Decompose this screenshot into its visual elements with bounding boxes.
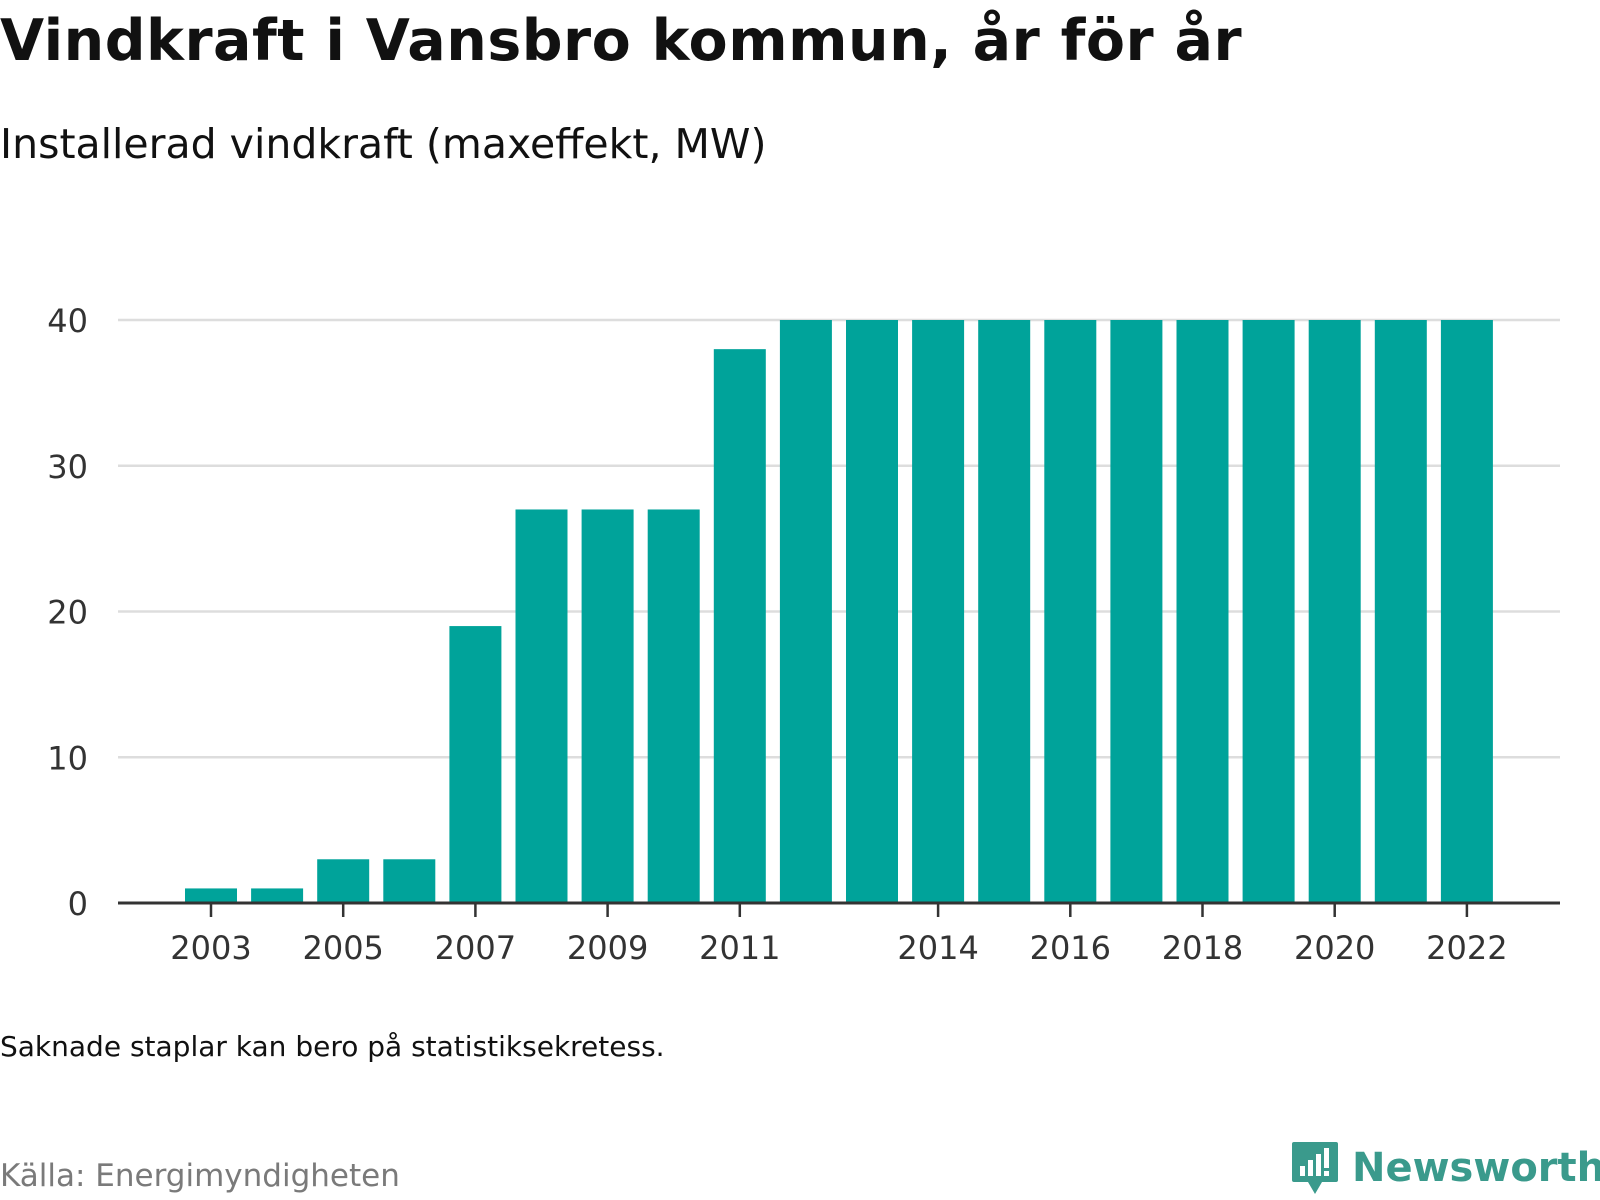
brand-logo[interactable]: Newsworthy (1290, 1140, 1600, 1196)
y-tick-label: 10 (47, 739, 88, 777)
bar (1374, 320, 1427, 903)
x-tick-label: 2003 (170, 929, 251, 967)
bar (1440, 320, 1493, 903)
y-axis-labels: 0 10 20 30 40 (47, 302, 88, 923)
x-tick-label: 2005 (302, 929, 383, 967)
bar (1110, 320, 1163, 903)
bars (185, 320, 1493, 903)
bar (515, 509, 568, 903)
chart-subtitle: Installerad vindkraft (maxeffekt, MW) (0, 120, 767, 168)
bar (912, 320, 965, 903)
y-tick-label: 20 (47, 594, 88, 632)
bar (1308, 320, 1361, 903)
bar (713, 349, 766, 903)
x-tick-label: 2009 (567, 929, 648, 967)
bar (978, 320, 1031, 903)
bar (449, 626, 502, 903)
bar (779, 320, 832, 903)
x-axis-labels: 2003 2005 2007 2009 2011 2014 2016 2018 2020 2022 (170, 929, 1507, 967)
bar (1044, 320, 1097, 903)
bar (1242, 320, 1295, 903)
footnote: Saknade staplar kan bero på statistiksek… (0, 1030, 665, 1063)
x-tick-label: 2007 (435, 929, 516, 967)
bar (846, 320, 898, 903)
x-axis (118, 901, 1560, 917)
bar (251, 888, 304, 903)
bar (317, 859, 370, 903)
y-tick-label: 30 (47, 448, 88, 486)
bar (383, 859, 436, 903)
x-tick-label: 2018 (1162, 929, 1243, 967)
x-tick-label: 2022 (1426, 929, 1507, 967)
x-tick-label: 2014 (897, 929, 978, 967)
x-tick-label: 2020 (1294, 929, 1375, 967)
bar (647, 509, 700, 903)
x-tick-label: 2011 (699, 929, 780, 967)
source-label: Källa: Energimyndigheten (0, 1158, 400, 1194)
chart-title: Vindkraft i Vansbro kommun, år för år (0, 8, 1243, 74)
y-tick-label: 40 (47, 302, 88, 340)
newsworthy-logo-icon (1292, 1142, 1338, 1194)
brand-name: Newsworthy (1352, 1145, 1600, 1191)
bar (185, 888, 237, 903)
x-tick-label: 2016 (1030, 929, 1111, 967)
y-tick-label: 0 (68, 885, 88, 923)
bar (581, 509, 634, 903)
bar (1176, 320, 1229, 903)
